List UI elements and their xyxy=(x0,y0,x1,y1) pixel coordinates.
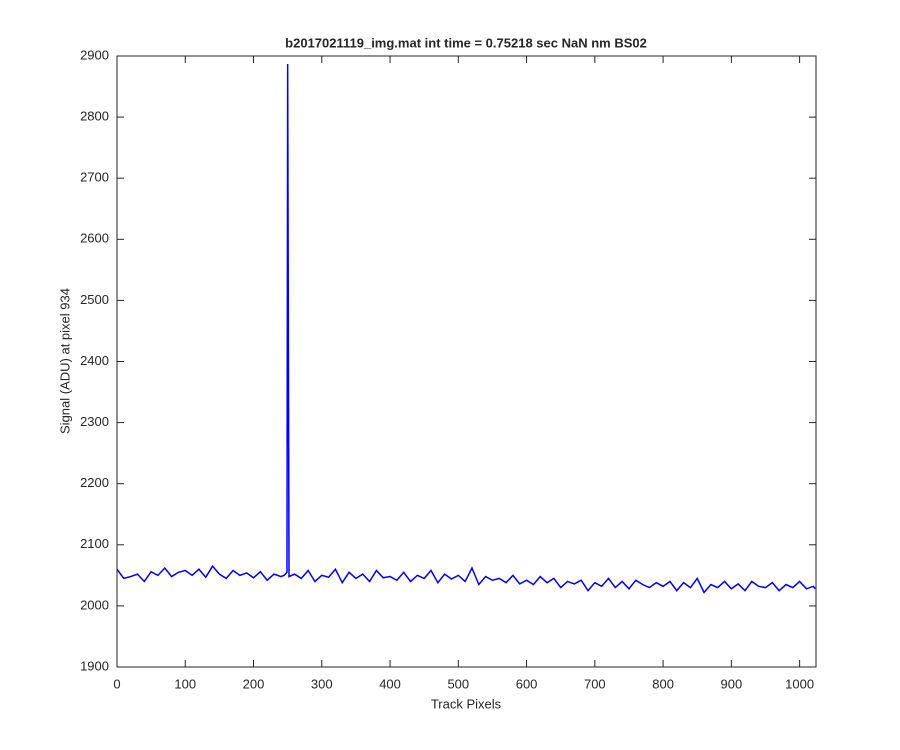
x-tick-label: 400 xyxy=(379,676,401,691)
y-tick-label: 2500 xyxy=(80,292,109,307)
y-tick-label: 2100 xyxy=(80,536,109,551)
data-line xyxy=(116,63,816,594)
y-tick-label: 2000 xyxy=(80,597,109,612)
x-axis-label: Track Pixels xyxy=(431,696,502,711)
y-tick-label: 1900 xyxy=(80,658,109,673)
y-tick-label: 2900 xyxy=(80,47,109,62)
y-tick-label: 2700 xyxy=(80,170,109,185)
x-tick-label: 300 xyxy=(311,676,333,691)
x-tick-label: 800 xyxy=(652,676,674,691)
y-tick-label: 2800 xyxy=(80,109,109,124)
x-tick-label: 100 xyxy=(174,676,196,691)
y-tick-label: 2200 xyxy=(80,475,109,490)
x-tick-label: 0 xyxy=(113,676,120,691)
x-tick-label: 500 xyxy=(447,676,469,691)
x-tick-label: 1000 xyxy=(785,676,814,691)
plot-frame xyxy=(116,55,817,668)
x-tick-label: 700 xyxy=(584,676,606,691)
y-tick-label: 2300 xyxy=(80,414,109,429)
y-tick-label: 2400 xyxy=(80,353,109,368)
chart-title: b2017021119_img.mat int time = 0.75218 s… xyxy=(285,35,647,50)
y-axis-label: Signal (ADU) at pixel 934 xyxy=(57,288,72,434)
x-tick-label: 200 xyxy=(243,676,265,691)
x-tick-label: 900 xyxy=(721,676,743,691)
y-tick-label: 2600 xyxy=(80,231,109,246)
x-tick-label: 600 xyxy=(516,676,538,691)
